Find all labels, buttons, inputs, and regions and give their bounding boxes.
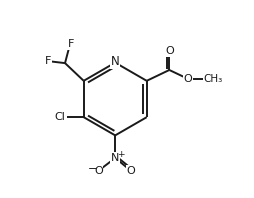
Text: −: − (88, 164, 97, 174)
Text: +: + (117, 150, 124, 159)
Text: O: O (165, 46, 174, 56)
Text: Cl: Cl (55, 112, 66, 122)
Text: F: F (45, 56, 52, 66)
Text: CH₃: CH₃ (204, 74, 223, 84)
Text: N: N (111, 55, 120, 68)
Text: N: N (111, 153, 119, 163)
Text: O: O (126, 166, 135, 176)
Text: F: F (68, 39, 74, 50)
Text: O: O (94, 166, 103, 176)
Text: O: O (184, 74, 192, 84)
